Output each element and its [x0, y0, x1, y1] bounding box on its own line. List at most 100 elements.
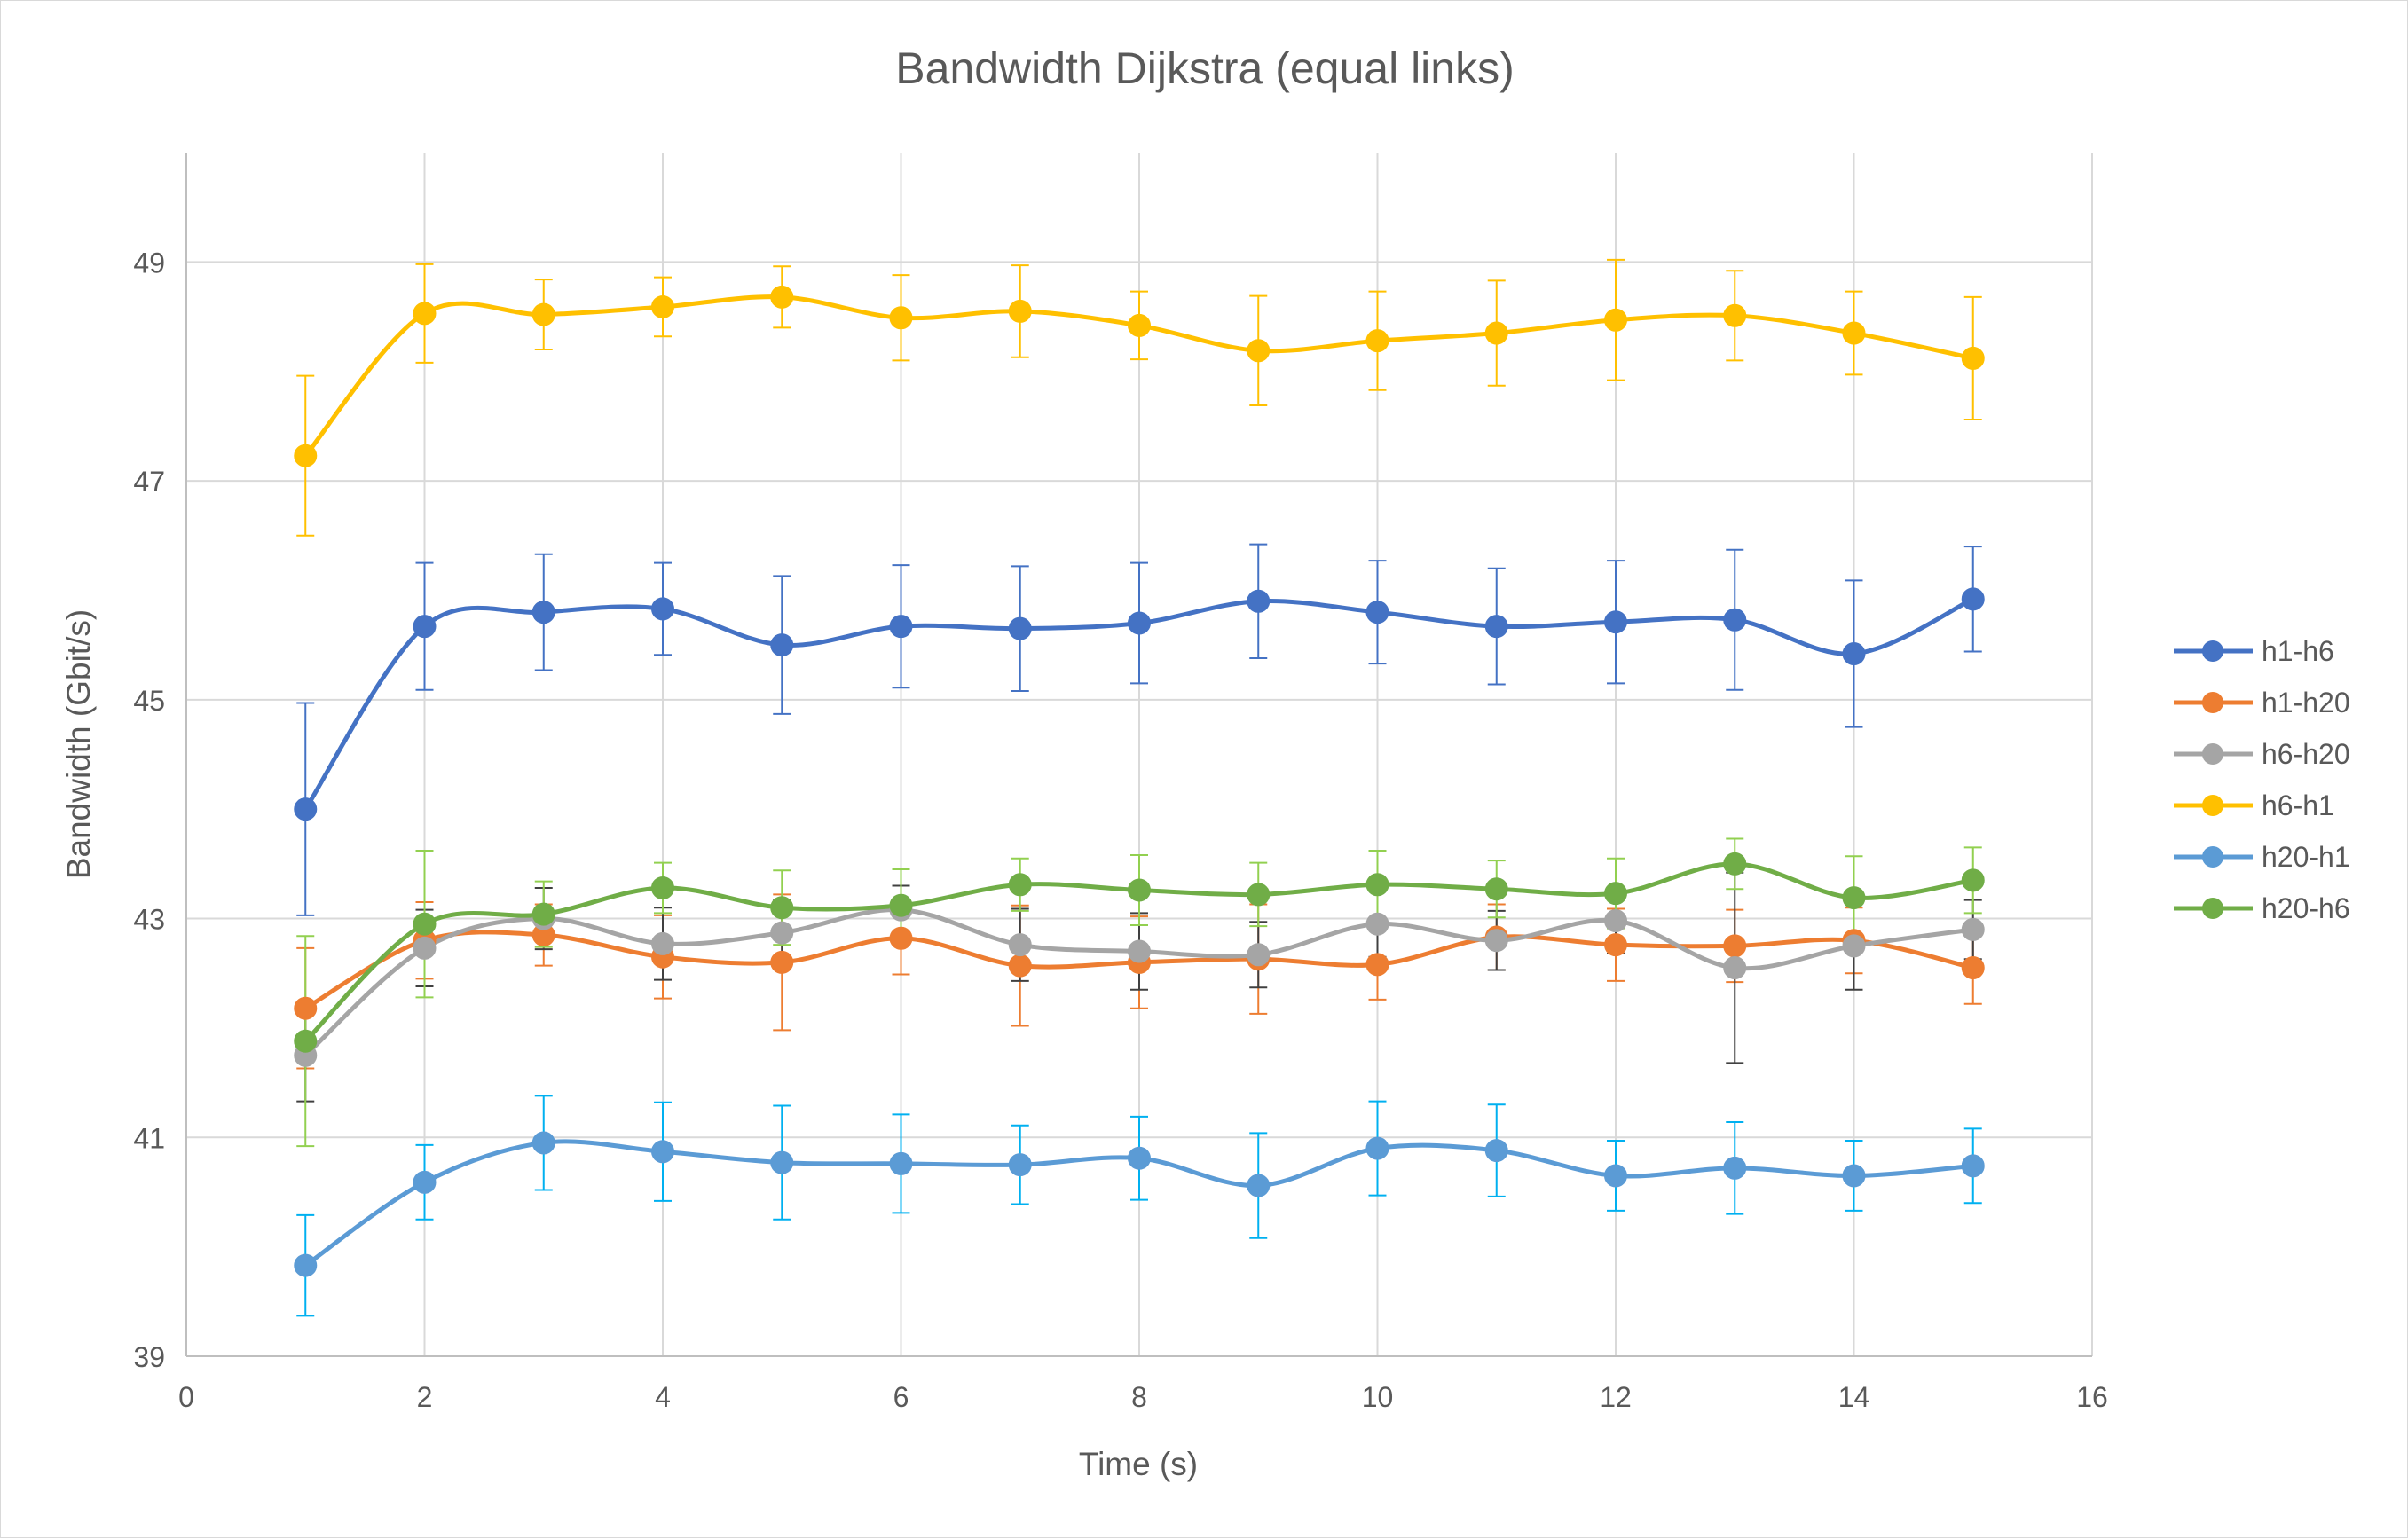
tick-labels: 0 2 4 6 8 10 12 14 16 39 41 43 45 47 49 [133, 247, 2107, 1413]
data-point-h20-h6 [770, 896, 794, 920]
data-point-h20-h1 [1842, 1164, 1866, 1188]
data-point-h20-h1 [770, 1150, 794, 1174]
legend-swatch-marker [2202, 795, 2223, 816]
data-point-h6-h1 [889, 306, 913, 330]
data-point-h1-h6 [294, 797, 318, 821]
data-point-h1-h20 [1723, 934, 1747, 958]
x-tick-label: 4 [655, 1381, 671, 1413]
data-point-h1-h6 [1008, 616, 1032, 640]
data-point-h20-h6 [651, 876, 674, 900]
data-point-h20-h6 [1961, 868, 1985, 892]
x-tick-label: 10 [1362, 1381, 1394, 1413]
series-markers [294, 285, 1985, 1277]
legend-item-h6-h20: h6-h20 [2174, 738, 2350, 770]
data-point-h1-h6 [1723, 608, 1747, 632]
data-point-h6-h20 [1365, 912, 1389, 936]
data-point-h1-h6 [1247, 589, 1271, 613]
data-point-h6-h1 [1842, 321, 1866, 345]
data-point-h20-h6 [1008, 873, 1032, 897]
data-point-h6-h20 [1008, 933, 1032, 957]
data-point-h20-h6 [1484, 877, 1508, 901]
axes [185, 153, 2092, 1357]
data-point-h6-h1 [531, 302, 555, 326]
y-axis-title: Bandwidth (Gbit/s) [60, 609, 97, 879]
data-point-h20-h1 [1484, 1139, 1508, 1163]
legend: h1-h6 h1-h20 h6-h20 h6-h1 h20-h1 h20-h6 [2174, 635, 2350, 924]
y-tick-label: 41 [133, 1122, 165, 1154]
legend-swatch-marker [2202, 743, 2223, 765]
data-point-h20-h1 [413, 1170, 437, 1194]
data-point-h20-h6 [1604, 882, 1627, 906]
legend-swatch-marker [2202, 846, 2223, 868]
data-point-h6-h20 [1723, 956, 1747, 980]
data-point-h20-h1 [1961, 1154, 1985, 1178]
data-point-h1-h6 [1842, 642, 1866, 666]
data-point-h20-h6 [889, 893, 913, 917]
y-tick-label: 45 [133, 685, 165, 717]
legend-item-h1-h20: h1-h20 [2174, 687, 2350, 718]
x-axis-title: Time (s) [1079, 1446, 1198, 1482]
y-tick-label: 47 [133, 466, 165, 498]
x-tick-label: 12 [1600, 1381, 1632, 1413]
data-point-h1-h6 [770, 633, 794, 657]
data-point-h1-h20 [1365, 953, 1389, 977]
data-point-h20-h6 [1247, 883, 1271, 907]
y-tick-label: 39 [133, 1341, 165, 1373]
data-point-h20-h1 [1365, 1136, 1389, 1160]
data-point-h6-h1 [294, 444, 318, 467]
data-point-h6-h20 [413, 936, 437, 960]
data-point-h6-h20 [1604, 909, 1627, 933]
data-point-h20-h1 [651, 1140, 674, 1164]
x-tick-label: 14 [1838, 1381, 1870, 1413]
data-point-h1-h6 [1365, 601, 1389, 624]
data-point-h20-h6 [294, 1029, 318, 1053]
chart-title: Bandwidth Dijkstra (equal links) [895, 43, 1515, 93]
data-point-h1-h6 [1484, 615, 1508, 639]
data-point-h20-h1 [294, 1253, 318, 1277]
data-point-h20-h1 [1008, 1153, 1032, 1177]
data-point-h20-h6 [413, 912, 437, 936]
data-point-h1-h20 [1961, 956, 1985, 980]
legend-label: h6-h1 [2262, 789, 2334, 821]
x-tick-label: 2 [417, 1381, 433, 1413]
data-point-h1-h6 [1604, 610, 1627, 634]
data-point-h20-h6 [1128, 878, 1151, 902]
data-point-h20-h1 [1247, 1174, 1271, 1197]
data-point-h1-h6 [889, 615, 913, 639]
data-point-h1-h6 [1128, 611, 1151, 635]
data-point-h6-h20 [770, 921, 794, 945]
data-point-h20-h1 [1128, 1146, 1151, 1170]
data-point-h20-h1 [531, 1131, 555, 1155]
data-point-h20-h1 [1604, 1164, 1627, 1188]
data-point-h6-h1 [1128, 313, 1151, 337]
legend-label: h1-h6 [2262, 635, 2334, 667]
data-point-h6-h1 [1484, 321, 1508, 345]
data-point-h6-h20 [1842, 934, 1866, 958]
legend-label: h20-h1 [2262, 841, 2350, 873]
data-point-h6-h20 [651, 931, 674, 955]
data-point-h1-h6 [413, 615, 437, 639]
data-point-h6-h1 [1247, 339, 1271, 363]
data-point-h1-h20 [889, 926, 913, 950]
data-point-h6-h20 [1128, 939, 1151, 963]
data-point-h6-h20 [1961, 917, 1985, 941]
data-point-h6-h1 [1604, 308, 1627, 332]
legend-label: h1-h20 [2262, 687, 2350, 718]
data-point-h1-h20 [770, 950, 794, 974]
data-point-h6-h1 [413, 302, 437, 326]
data-point-h20-h6 [531, 902, 555, 926]
data-point-h1-h20 [1008, 954, 1032, 978]
data-point-h6-h1 [1961, 346, 1985, 370]
data-point-h6-h1 [651, 294, 674, 318]
legend-label: h20-h6 [2262, 892, 2350, 924]
legend-swatch-marker [2202, 692, 2223, 713]
data-point-h1-h6 [531, 601, 555, 624]
data-point-h6-h1 [1365, 329, 1389, 353]
legend-item-h20-h1: h20-h1 [2174, 841, 2350, 873]
data-point-h6-h1 [770, 285, 794, 309]
data-point-h20-h6 [1842, 886, 1866, 910]
legend-label: h6-h20 [2262, 738, 2350, 770]
data-point-h1-h6 [651, 597, 674, 621]
y-tick-label: 49 [133, 247, 165, 279]
